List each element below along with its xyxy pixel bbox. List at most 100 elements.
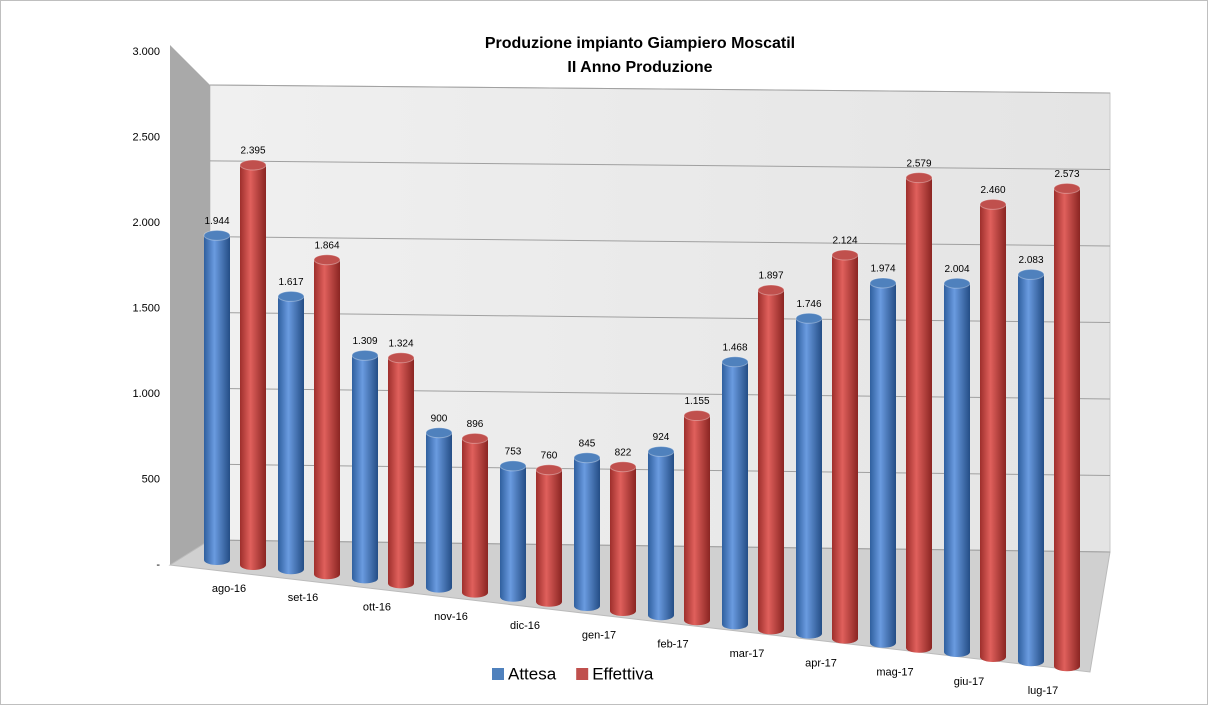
bar-cap — [721, 356, 749, 368]
value-label: 760 — [541, 450, 558, 461]
bar-cap — [425, 427, 453, 439]
value-label: 1.309 — [352, 336, 377, 347]
bar — [610, 466, 636, 616]
bar-cap — [1017, 268, 1045, 280]
bar — [1018, 274, 1044, 667]
x-tick-label: lug-17 — [1028, 685, 1059, 697]
y-tick-label: 1.000 — [132, 388, 160, 400]
bar-cap — [795, 312, 823, 324]
bar-cap — [943, 277, 971, 289]
bar — [722, 361, 748, 630]
value-label: 1.746 — [796, 299, 821, 310]
x-tick-label: feb-17 — [657, 639, 688, 651]
bar — [832, 255, 858, 644]
bar-cap — [461, 432, 489, 444]
chart-subtitle: II Anno Produzione — [567, 59, 712, 76]
value-label: 1.617 — [278, 277, 303, 288]
grid-line — [209, 236, 1111, 247]
x-tick-label: mar-17 — [730, 648, 765, 660]
x-tick-label: set-16 — [288, 592, 319, 604]
value-label: 822 — [615, 447, 632, 458]
value-label: 1.974 — [870, 264, 895, 275]
bar — [1054, 188, 1080, 672]
x-tick-label: giu-17 — [954, 676, 985, 688]
bar-cap — [387, 352, 415, 364]
bar — [870, 282, 896, 648]
x-tick-label: ott-16 — [363, 602, 391, 614]
bar-cap — [609, 461, 637, 473]
value-label: 1.864 — [314, 240, 339, 251]
grid-line — [209, 160, 1111, 170]
bar-cap — [831, 249, 859, 261]
value-label: 2.579 — [906, 158, 931, 169]
value-label: 1.324 — [388, 338, 413, 349]
legend-swatch — [576, 668, 589, 680]
x-tick-label: ago-16 — [212, 583, 246, 595]
bar — [426, 432, 452, 593]
bar — [500, 465, 526, 602]
y-tick-label: 2.000 — [132, 217, 160, 229]
bar-cap — [351, 349, 379, 361]
bar — [906, 177, 932, 653]
bar-cap — [203, 229, 231, 241]
y-tick-label: 1.500 — [132, 302, 160, 314]
bar — [388, 357, 414, 589]
chart-title: Produzione impianto Giampiero Moscatil — [485, 35, 795, 52]
value-label: 2.124 — [832, 236, 857, 247]
grid-line — [209, 84, 1111, 94]
value-label: 1.468 — [722, 342, 747, 353]
x-tick-label: mag-17 — [876, 667, 913, 679]
value-label: 1.897 — [758, 271, 783, 282]
bar-cap — [979, 198, 1007, 210]
bar-cap — [535, 464, 563, 476]
y-tick-label: 500 — [142, 473, 160, 485]
bar — [240, 165, 266, 570]
bar-cap — [239, 159, 267, 171]
bar — [314, 259, 340, 580]
bar — [684, 415, 710, 626]
legend-label: Effettiva — [592, 664, 654, 683]
bar — [796, 318, 822, 639]
legend-swatch — [492, 668, 504, 680]
bar-cap — [277, 290, 305, 302]
bar-cap — [905, 172, 933, 184]
value-label: 2.395 — [240, 146, 265, 157]
bar — [758, 290, 784, 635]
legend-label: Attesa — [508, 664, 557, 683]
x-tick-label: nov-16 — [434, 611, 468, 623]
bar-cap — [499, 460, 527, 472]
value-label: 753 — [505, 447, 522, 458]
bar — [536, 469, 562, 607]
x-tick-label: gen-17 — [582, 629, 616, 641]
bar — [574, 457, 600, 611]
side-wall — [170, 45, 210, 565]
value-label: 896 — [467, 419, 484, 430]
bar-cap — [647, 445, 675, 457]
bar-cap — [313, 254, 341, 266]
value-label: 2.460 — [980, 185, 1005, 196]
x-tick-label: dic-16 — [510, 620, 540, 632]
bar — [352, 355, 378, 584]
value-label: 2.004 — [944, 264, 969, 275]
x-tick-label: apr-17 — [805, 657, 837, 669]
value-label: 1.155 — [684, 396, 709, 407]
value-label: 2.573 — [1054, 169, 1079, 180]
value-label: 900 — [431, 413, 448, 424]
bar — [944, 283, 970, 657]
y-tick-label: 2.500 — [132, 131, 160, 143]
bar — [462, 438, 488, 598]
bar — [648, 451, 674, 621]
y-tick-label: - — [156, 559, 160, 571]
bar-cap — [869, 277, 897, 289]
bar — [278, 296, 304, 575]
bar-cap — [573, 452, 601, 464]
bar-cap — [757, 284, 785, 296]
bar-cap — [683, 410, 711, 422]
bar — [204, 235, 230, 566]
value-label: 1.944 — [204, 216, 229, 227]
bar — [980, 204, 1006, 663]
bar-cap — [1053, 182, 1081, 194]
value-label: 845 — [579, 438, 596, 449]
y-tick-label: 3.000 — [132, 46, 160, 58]
